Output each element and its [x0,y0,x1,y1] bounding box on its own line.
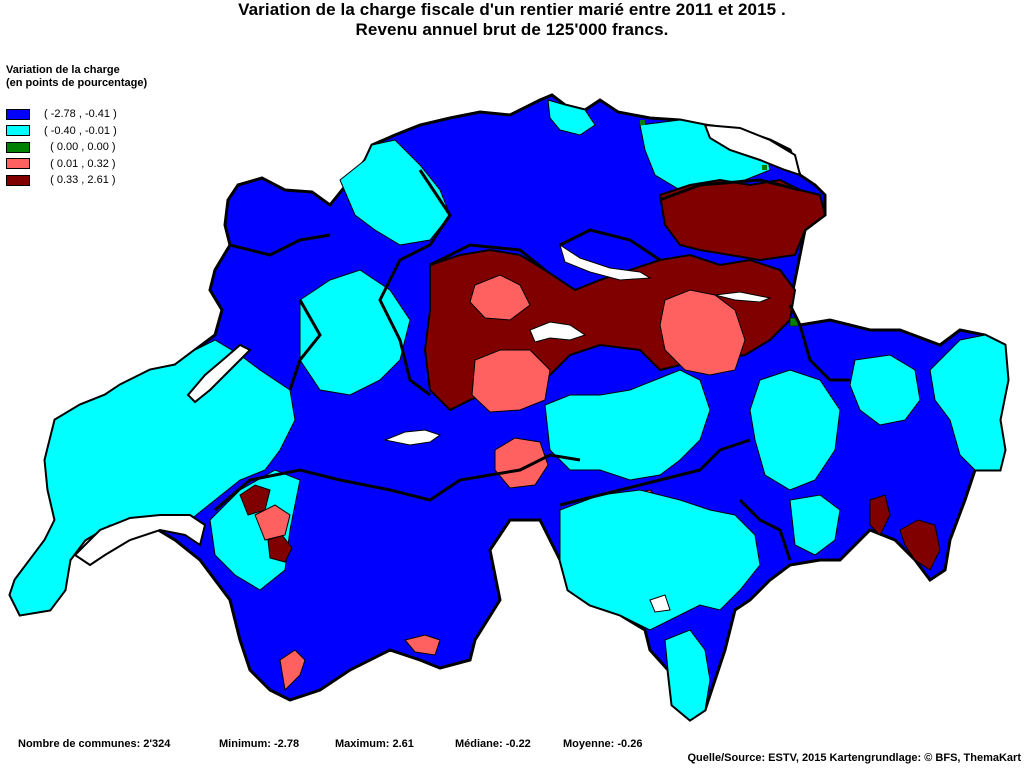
region-graubuenden-cyan-east [929,334,1009,471]
lake-lucerne [529,321,587,343]
legend-label: ( 0.33 , 2.61 ) [44,174,116,187]
region-aargau-salmon [469,274,531,321]
legend-item: ( 0.33 , 2.61 ) [6,172,206,189]
map-title: Variation de la charge fiscale d'un rent… [0,0,1024,40]
region-ticino-south [664,629,711,721]
legend-items: ( -2.78 , -0.41 ) ( -0.40 , -0.01 ) ( 0.… [6,106,206,189]
region-vaud-darkred-1 [239,484,271,516]
region-central-south-cyan [544,369,711,481]
legend-title-line-2: (en points de pourcentage) [6,77,148,89]
legend-swatch-salmon [6,158,30,170]
lake-zurich [559,243,652,281]
source-credit: Quelle/Source: ESTV, 2015 Kartengrundlag… [687,752,1021,764]
region-engadin-darkred [869,494,891,536]
region-vaud-cyan [9,339,296,616]
legend: Variation de la charge (en points de pou… [6,64,206,189]
region-lucerne-salmon [471,349,551,413]
legend-swatch-cyan [6,125,30,137]
lake-thun-brienz [383,429,442,446]
legend-label: ( 0.01 , 0.32 ) [44,157,116,170]
canton-borders [214,169,850,561]
region-poschiavo-darkred [899,519,941,571]
stat-mean: Moyenne: -0.26 [563,738,643,750]
region-green-3 [762,165,767,170]
region-bergell-cyan [789,494,841,556]
legend-item: ( 0.01 , 0.32 ) [6,156,206,173]
region-ticino-cyan [559,489,761,631]
legend-item: ( -2.78 , -0.41 ) [6,106,206,123]
stat-communes: Nombre de communes: 2'324 [18,738,171,750]
region-green-2 [640,120,645,125]
legend-swatch-blue [6,108,30,120]
region-vaud-salmon [254,504,291,541]
stat-maximum: Maximum: 2.61 [335,738,414,750]
region-jura-cyan [339,139,451,246]
legend-label: ( 0.00 , 0.00 ) [44,141,116,154]
legend-swatch-green [6,141,30,153]
region-graubuenden-cyan-mid [849,354,921,426]
region-schaffhausen-cyan [547,99,596,136]
lake-constance [703,123,802,177]
region-valais-salmon-2 [404,634,441,656]
lake-walensee [714,291,772,303]
stat-minimum: Minimum: -2.78 [219,738,300,750]
lake-neuchatel [186,343,252,404]
lake-lugano [649,594,671,613]
region-valais-salmon-1 [279,649,306,692]
legend-title-line-1: Variation de la charge [6,64,120,76]
legend-item: ( 0.00 , 0.00 ) [6,139,206,156]
legend-swatch-darkred [6,174,30,186]
legend-item: ( -0.40 , -0.01 ) [6,123,206,140]
title-line-1: Variation de la charge fiscale d'un rent… [238,0,786,19]
legend-label: ( -2.78 , -0.41 ) [44,108,117,121]
legend-label: ( -0.40 , -0.01 ) [44,124,117,137]
lake-geneva [73,514,207,567]
region-fribourg-cyan [299,269,411,396]
region-glarus-salmon [659,289,746,376]
stat-median: Médiane: -0.22 [455,738,531,750]
region-graubuenden-cyan-west [749,369,841,491]
title-line-2: Revenu annuel brut de 125'000 francs. [355,20,669,39]
